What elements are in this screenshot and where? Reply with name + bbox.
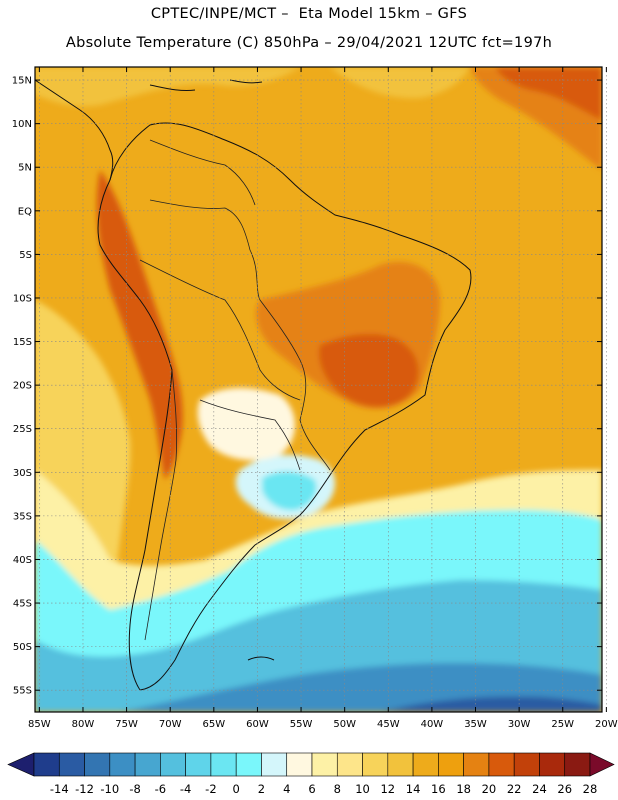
lat-label: EQ	[18, 206, 32, 217]
field-atlantic-yellow	[330, 67, 470, 99]
lat-label: 30S	[13, 468, 32, 479]
map-subtitle: Absolute Temperature (C) 850hPa – 29/04/…	[65, 35, 553, 51]
lat-label: 10N	[12, 119, 32, 130]
border-chile-argentina	[144, 369, 178, 641]
coastline-central-america	[35, 79, 114, 181]
lon-label: 50W	[333, 719, 356, 730]
border-argentina-paraguay	[199, 399, 301, 471]
field-andes-warm	[96, 170, 183, 480]
lon-label: 80W	[72, 719, 95, 730]
lon-label: 30W	[508, 719, 531, 730]
lat-label: 55S	[13, 686, 32, 697]
lat-label: 15N	[12, 76, 32, 87]
map-frame	[34, 66, 603, 713]
lon-label: 25W	[551, 719, 574, 730]
lat-label: 15S	[13, 337, 32, 348]
lat-label: 5N	[18, 163, 32, 174]
field-brazil-very-hot	[319, 334, 419, 407]
lat-label: 35S	[13, 511, 32, 522]
border-colombia-venezuela	[149, 139, 256, 206]
lon-label: 85W	[28, 719, 51, 730]
lat-label: 5S	[19, 250, 32, 261]
lon-label: 35W	[464, 719, 487, 730]
lon-label: 60W	[246, 719, 269, 730]
lon-label: 45W	[377, 719, 400, 730]
lon-label: 20W	[595, 719, 618, 730]
lat-label: 45S	[13, 599, 32, 610]
lon-label: 55W	[290, 719, 313, 730]
lat-label: 40S	[13, 555, 32, 566]
lat-label: 10S	[13, 293, 32, 304]
latitude-labels: 15N 10N 5N EQ 5S 10S 15S 20S 25S 30S 35S 40S 45S 50S 5…	[12, 76, 32, 697]
lon-label: 40W	[421, 719, 444, 730]
field-south-deep-cold	[380, 696, 602, 712]
field-paraguay-pale	[197, 388, 295, 461]
coastline-south-america	[97, 122, 472, 691]
border-peru-bolivia	[139, 259, 301, 401]
frame-ticks	[35, 67, 607, 712]
longitude-labels: 85W 80W 75W 70W 65W 60W 55W 50W 45W 40W 35W 30W 25W 2…	[28, 719, 618, 730]
lon-label: 70W	[159, 719, 182, 730]
lat-label: 20S	[13, 381, 32, 392]
coastline-caribbean-islands	[149, 79, 263, 91]
border-brazil	[149, 199, 331, 471]
lat-label: 50S	[13, 642, 32, 653]
map-title: CPTEC/INPE/MCT – Eta Model 15km – GFS	[150, 6, 468, 22]
graticule	[35, 67, 607, 712]
lat-label: 25S	[13, 424, 32, 435]
field-uruguay-cold	[262, 471, 317, 511]
coastline-falklands	[247, 656, 275, 661]
lon-label: 75W	[115, 719, 138, 730]
field-caribbean-warm	[35, 67, 300, 107]
lon-label: 65W	[203, 719, 226, 730]
